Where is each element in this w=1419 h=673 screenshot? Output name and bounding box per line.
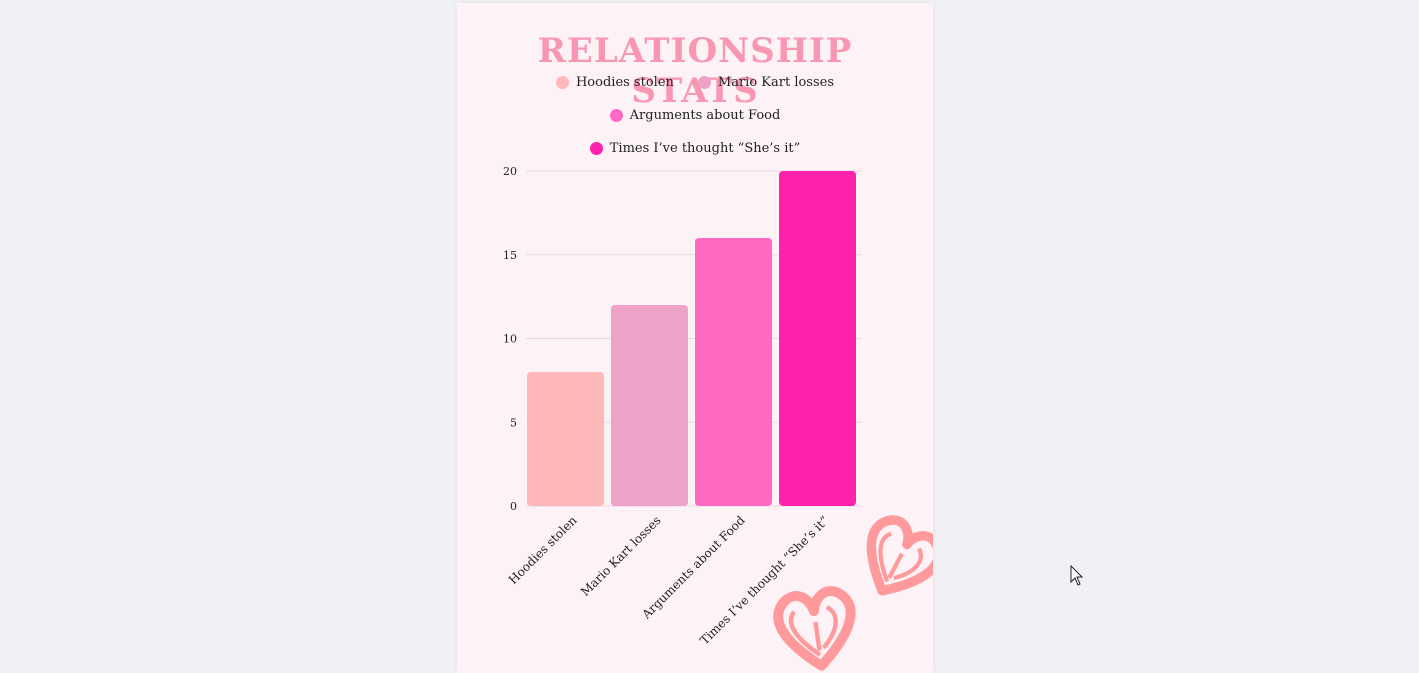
bar[interactable] (779, 171, 856, 506)
legend-swatch (609, 109, 623, 122)
chart-card: RELATIONSHIP STATS Hoodies stolen Mario … (457, 3, 933, 673)
legend-row-1: Hoodies stolen Mario Kart losses (457, 75, 933, 90)
mouse-pointer-icon (1070, 565, 1084, 586)
legend-item[interactable]: Mario Kart losses (697, 75, 835, 90)
legend-row-3: Times I’ve thought “She’s it” (457, 141, 933, 156)
legend-swatch (589, 142, 603, 155)
bar[interactable] (695, 238, 772, 506)
y-tick-label: 5 (510, 416, 517, 429)
x-category-label: Mario Kart losses (578, 513, 664, 599)
chart-title: RELATIONSHIP STATS (537, 31, 853, 111)
legend-label: Times I’ve thought “She’s it” (609, 141, 801, 156)
bar[interactable] (611, 305, 688, 506)
heart-icon (866, 515, 933, 596)
legend-item[interactable]: Arguments about Food (609, 108, 781, 123)
legend-swatch (697, 76, 711, 89)
y-tick-label: 10 (503, 333, 517, 346)
legend-item[interactable]: Hoodies stolen (555, 75, 674, 90)
legend-label: Hoodies stolen (575, 75, 674, 90)
heart-icon (773, 586, 856, 671)
bar[interactable] (527, 372, 604, 506)
legend-row-2: Arguments about Food (457, 108, 933, 123)
y-tick-label: 20 (503, 165, 517, 178)
y-tick-label: 0 (510, 500, 517, 513)
legend-label: Arguments about Food (629, 108, 781, 123)
y-axis-ticks: 0 5 10 15 20 (503, 165, 517, 513)
legend-swatch (555, 76, 569, 89)
hearts-decoration (773, 515, 933, 671)
x-category-label: Hoodies stolen (506, 513, 580, 587)
bars (527, 171, 856, 506)
legend-item[interactable]: Times I’ve thought “She’s it” (589, 141, 801, 156)
y-tick-label: 15 (503, 249, 517, 262)
legend-label: Mario Kart losses (717, 75, 835, 90)
